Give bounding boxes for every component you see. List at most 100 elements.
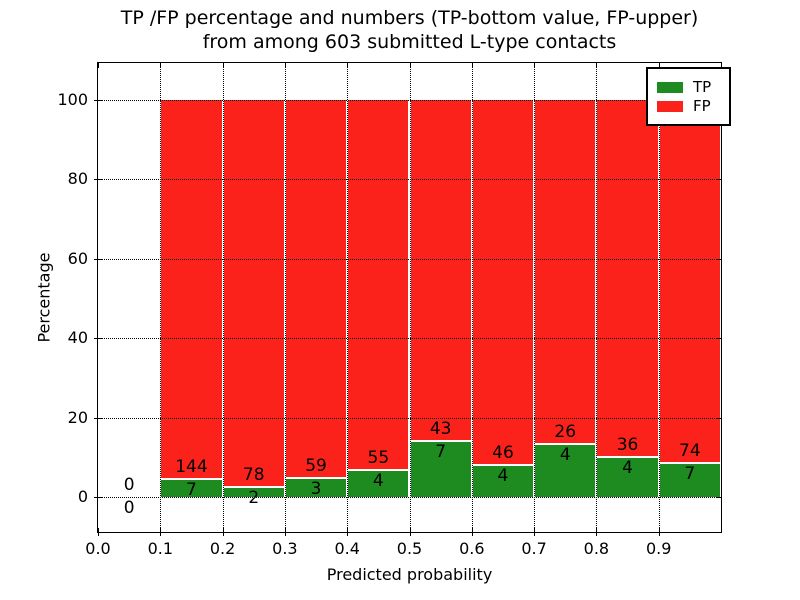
x-tick-label-0.4: 0.4 [334,539,360,558]
legend: TP FP [646,67,731,126]
bar-fp-0.1-0.2 [160,100,223,479]
ytick-left-100 [94,100,102,101]
gridline-x-0.2 [222,63,224,532]
x-tick-label-0.8: 0.8 [583,539,610,558]
y-tick-label-60: 60 [67,248,88,268]
x-tick-label-0.7: 0.7 [521,539,547,558]
y-tick-label-20: 20 [67,407,88,427]
ytick-right-60 [716,258,721,260]
legend-item-tp: TP [657,79,721,95]
xtick-top-0.9 [658,63,660,68]
bar-fp-0.4-0.5 [347,100,410,470]
fp-count-label-0.8-0.9: 36 [616,435,639,456]
fp-count-label-0.9-1.0: 74 [679,440,701,461]
gridline-x-0.4 [347,63,349,532]
tp-count-label-0.2-0.3: 2 [248,488,260,509]
fp-count-label-0.3-0.4: 59 [305,455,327,476]
bar-tp-0.9-1.0 [658,462,721,497]
ytick-left-20 [94,417,102,419]
xtick-bottom-0.7 [534,528,536,536]
xtick-bottom-0.2 [222,528,224,536]
gridline-x-0.5 [409,63,411,532]
tp-count-label-0.3-0.4: 3 [310,478,322,499]
ytick-left-60 [94,258,102,260]
tp-count-label-0.0-0.1: 0 [123,498,135,518]
tp-count-label-0.7-0.8: 4 [559,445,571,466]
x-tick-label-0.0: 0.0 [85,539,111,558]
gridline-x-0.8 [596,63,598,532]
tp-count-label-0.9-1.0: 7 [684,463,696,484]
xtick-top-0.4 [347,63,349,68]
x-tick-label-0.5: 0.5 [396,539,423,558]
x-tick-label-0.3: 0.3 [272,539,298,558]
xtick-bottom-0.3 [284,528,286,536]
y-tick-label-0: 0 [77,487,88,506]
xtick-top-0.8 [596,63,598,68]
fp-count-label-0.0-0.1: 0 [123,475,135,495]
tp-count-label-0.4-0.5: 4 [372,471,384,491]
tp-count-label-0.8-0.9: 4 [622,458,633,479]
xtick-top-0.2 [222,63,224,68]
y-axis-label: Percentage [34,252,54,343]
tp-count-label-0.1-0.2: 7 [186,479,197,500]
ytick-right-40 [716,338,721,340]
xtick-top-0.1 [160,63,162,68]
chart-title-line1: TP /FP percentage and numbers (TP-bottom… [120,7,699,29]
x-tick-label-0.6: 0.6 [459,539,485,558]
xtick-bottom-0.4 [347,528,349,536]
xtick-top-0.0 [98,63,99,68]
fp-count-label-0.5-0.6: 43 [429,419,452,440]
ytick-left-80 [94,179,102,181]
gridline-x-0.1 [160,63,162,532]
x-tick-label-0.2: 0.2 [209,539,236,558]
bar-fp-0.9-1.0 [658,100,721,463]
bar-tp-0.5-0.6 [409,441,472,497]
legend-label-tp: TP [693,78,712,96]
ytick-left-0 [94,497,102,498]
ytick-right-0 [716,497,721,498]
tp-count-label-0.6-0.7: 4 [497,466,509,487]
xtick-top-0.7 [534,63,536,68]
ytick-left-40 [94,338,102,340]
bar-tp-0.7-0.8 [534,444,597,497]
xtick-bottom-0.1 [160,528,162,536]
y-tick-label-40: 40 [67,328,88,348]
bar-fp-0.3-0.4 [284,100,348,478]
tp-count-label-0.5-0.6: 7 [435,442,447,463]
bar-fp-0.2-0.3 [222,100,285,488]
ytick-right-80 [716,179,721,181]
x-axis-label: Predicted probability [326,565,493,584]
y-tick-label-80: 80 [67,169,88,189]
bar-fp-0.7-0.8 [534,100,597,445]
fp-count-label-0.1-0.2: 144 [175,456,208,477]
xtick-bottom-0.0 [98,528,99,536]
fp-count-label-0.4-0.5: 55 [367,448,390,468]
xtick-top-0.3 [284,63,286,68]
bar-fp-0.5-0.6 [409,100,472,442]
plot-area: TP FP 0 0 144 7 78 2 59 3 55 4 43 7 46 4 26 4 36 4 74 7 [94,62,731,536]
legend-swatch-tp [657,81,683,93]
bar-tp-0.4-0.5 [347,470,410,497]
xtick-bottom-0.9 [658,528,660,536]
legend-label-fp: FP [693,97,711,115]
bar-fp-0.8-0.9 [596,100,659,458]
xtick-bottom-0.8 [596,528,598,536]
bar-tp-0.8-0.9 [596,457,659,497]
fp-count-label-0.2-0.3: 78 [242,465,265,486]
gridline-x-0.3 [284,63,286,532]
ytick-right-20 [716,417,721,419]
x-tick-label-0.9: 0.9 [645,539,672,558]
y-tick-label-100: 100 [57,90,88,109]
gridline-x-0.9 [658,63,660,532]
fp-count-label-0.7-0.8: 26 [554,422,577,443]
xtick-bottom-0.5 [409,528,411,536]
chart-title: TP /FP percentage and numbers (TP-bottom… [97,6,722,54]
gridline-x-0.7 [534,63,536,532]
xtick-top-0.6 [471,63,473,68]
bar-fp-0.6-0.7 [471,100,535,466]
gridline-x-0.6 [471,63,473,532]
fp-count-label-0.6-0.7: 46 [492,443,514,464]
x-tick-label-0.1: 0.1 [147,539,174,558]
legend-item-fp: FP [657,98,721,114]
